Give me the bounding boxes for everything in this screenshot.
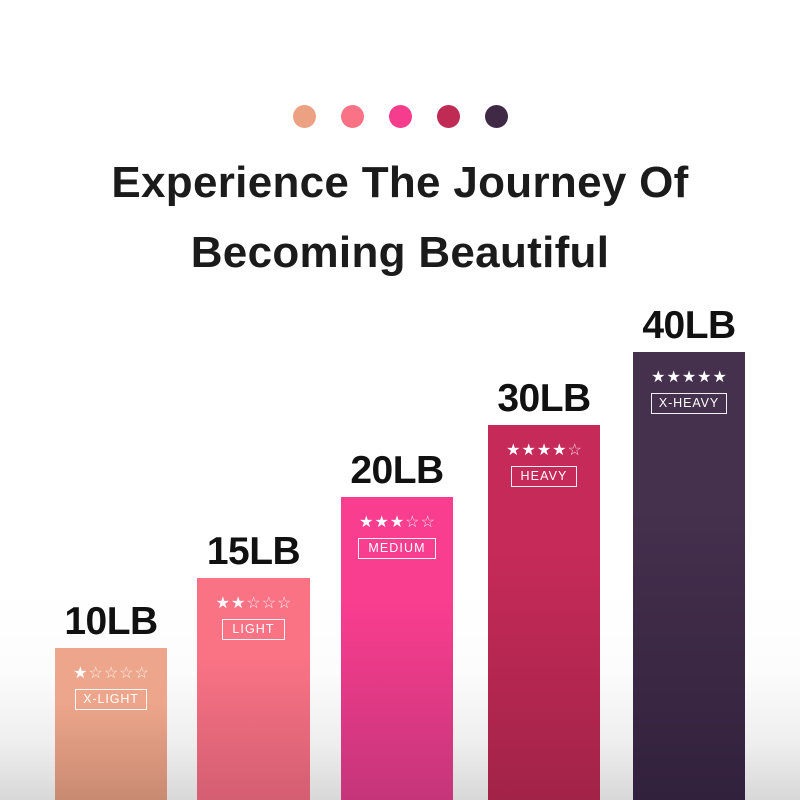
resistance-badge-x-light: X-LIGHT [75,689,147,710]
bar-group-10lb[interactable]: 10LB ★ ☆ ☆ ☆ ☆ X-LIGHT [55,602,167,800]
star-empty-icon: ☆ [277,595,292,612]
star-rating: ★ ★ ★ ☆ ☆ [359,515,435,531]
star-rating: ★ ★ ★ ★ ★ [651,370,727,386]
star-rating: ★ ☆ ☆ ☆ ☆ [73,666,149,682]
star-empty-icon: ☆ [420,514,435,531]
dot-heavy [436,105,460,128]
star-filled-icon: ★ [651,369,666,386]
dot-medium [388,105,412,128]
bar-info-15lb: ★ ★ ☆ ☆ ☆ LIGHT [197,596,310,640]
bar-group-30lb[interactable]: 30LB ★ ★ ★ ★ ☆ HEAVY [488,379,600,800]
bar-15lb[interactable]: ★ ★ ☆ ☆ ☆ LIGHT [197,578,310,800]
star-empty-icon: ☆ [134,665,149,682]
bar-weight-label-10lb: 10LB [64,600,158,643]
star-filled-icon: ★ [389,514,405,531]
bar-group-40lb[interactable]: 40LB ★ ★ ★ ★ ★ X-HEAVY [633,306,745,800]
dot-x-light [292,105,316,128]
star-rating: ★ ★ ★ ★ ☆ [506,443,582,459]
star-empty-icon: ☆ [246,595,261,612]
star-empty-icon: ☆ [103,665,119,682]
star-filled-icon: ★ [73,665,88,682]
bar-info-40lb: ★ ★ ★ ★ ★ X-HEAVY [633,370,745,414]
bar-weight-label-15lb: 15LB [206,530,301,573]
star-filled-icon: ★ [374,514,389,531]
bar-10lb[interactable]: ★ ☆ ☆ ☆ ☆ X-LIGHT [55,648,167,800]
star-filled-icon: ★ [359,514,374,531]
resistance-badge-x-heavy: X-HEAVY [650,393,728,414]
headline-line-2: Becoming Beautiful [190,228,610,277]
bar-40lb[interactable]: ★ ★ ★ ★ ★ X-HEAVY [633,352,745,800]
star-filled-icon: ★ [230,595,246,612]
resistance-badge-light: LIGHT [222,619,285,640]
star-rating: ★ ★ ☆ ☆ ☆ [216,596,292,612]
page-title: Experience The Journey Of Becoming Beaut… [0,148,800,288]
star-filled-icon: ★ [521,442,536,459]
bar-20lb[interactable]: ★ ★ ★ ☆ ☆ MEDIUM [341,497,453,800]
star-filled-icon: ★ [536,442,552,459]
star-filled-icon: ★ [697,369,712,386]
star-filled-icon: ★ [681,369,697,386]
bar-info-30lb: ★ ★ ★ ★ ☆ HEAVY [488,443,600,487]
star-empty-icon: ☆ [567,442,582,459]
star-filled-icon: ★ [215,595,230,612]
star-empty-icon: ☆ [405,514,420,531]
bar-info-20lb: ★ ★ ★ ☆ ☆ MEDIUM [341,515,453,559]
dot-x-heavy [484,105,508,128]
star-filled-icon: ★ [506,442,521,459]
star-filled-icon: ★ [666,369,681,386]
star-empty-icon: ☆ [261,595,277,612]
star-filled-icon: ★ [712,369,727,386]
resistance-badge-medium: MEDIUM [358,538,436,559]
bar-group-20lb[interactable]: 20LB ★ ★ ★ ☆ ☆ MEDIUM [341,451,453,800]
star-empty-icon: ☆ [119,665,134,682]
bar-info-10lb: ★ ☆ ☆ ☆ ☆ X-LIGHT [55,666,167,710]
dot-light [340,105,364,128]
color-swatch-row [0,105,800,128]
star-filled-icon: ★ [552,442,567,459]
bar-group-15lb[interactable]: 15LB ★ ★ ☆ ☆ ☆ LIGHT [197,532,310,800]
bar-weight-label-30lb: 30LB [497,377,591,420]
bar-weight-label-20lb: 20LB [350,449,444,492]
headline-line-1: Experience The Journey Of [111,158,689,207]
bar-weight-label-40lb: 40LB [642,304,736,347]
bar-30lb[interactable]: ★ ★ ★ ★ ☆ HEAVY [488,425,600,800]
star-empty-icon: ☆ [88,665,103,682]
resistance-badge-heavy: HEAVY [510,466,578,487]
